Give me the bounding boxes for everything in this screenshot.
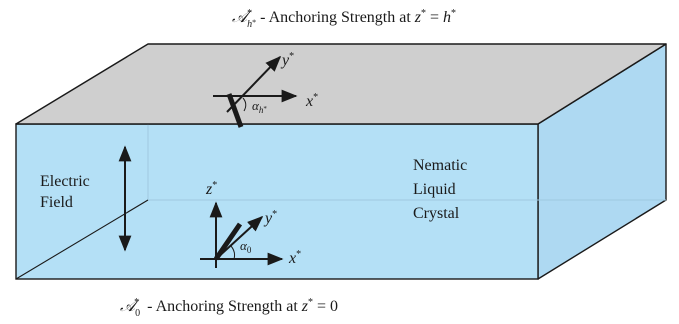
top-axis-y-label: y* bbox=[280, 51, 294, 69]
bottom-axis-z-label: z* bbox=[205, 180, 217, 198]
bottom-caption: 𝒜0* - Anchoring Strength at z* = 0 bbox=[120, 297, 338, 319]
top-director bbox=[226, 93, 244, 128]
top-caption: 𝒜h** - Anchoring Strength at z* = h* bbox=[232, 8, 456, 30]
liquid-front-face bbox=[15, 123, 539, 280]
bottom-director bbox=[213, 222, 243, 261]
top-alpha-label: αh* bbox=[252, 98, 267, 115]
bottom-axes bbox=[200, 201, 284, 268]
bottom-axis-x-label: x* bbox=[288, 249, 301, 267]
top-plate bbox=[15, 43, 667, 125]
electric-field-label: Electric Field bbox=[40, 173, 94, 211]
top-axis-x-label: x* bbox=[305, 92, 318, 110]
bottom-alpha-label: α0 bbox=[240, 238, 252, 255]
crystal-label: Nematic Liquid Crystal bbox=[413, 157, 471, 222]
top-axes bbox=[213, 55, 298, 128]
bottom-axis-y-label: y* bbox=[263, 209, 277, 227]
